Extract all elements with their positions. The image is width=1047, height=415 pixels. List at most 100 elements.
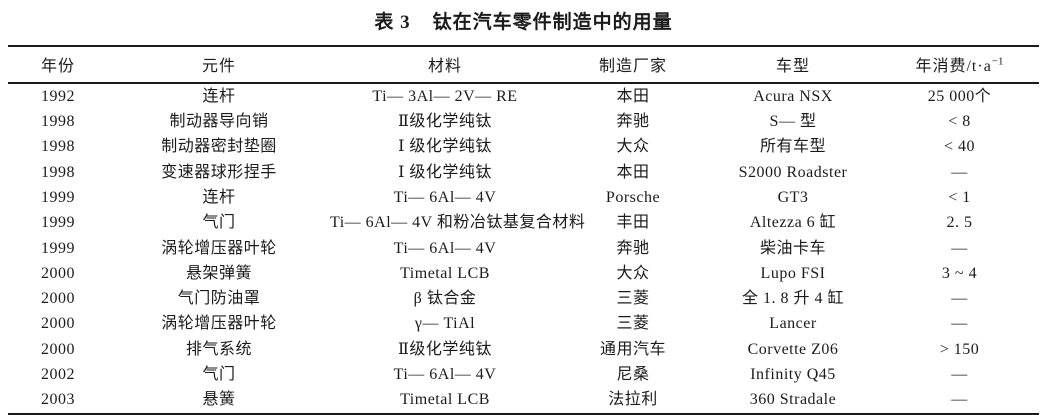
cell-model: Acura NSX (753, 87, 833, 105)
data-table: 年份 元件 材料 制造厂家 车型 年消费/t·a−1 1992 连杆 Ti— 3… (8, 45, 1039, 415)
cell-model: 全 1. 8 升 4 缸 (741, 290, 844, 308)
table-title: 表 3 钛在汽车零件制造中的用量 (0, 0, 1047, 34)
table-row: 2000 排气系统 Ⅱ级化学纯钛 通用汽车 Corvette Z06 > 150 (8, 337, 1039, 362)
cell-consumption: > 150 (939, 340, 980, 358)
cell-year: 2000 (41, 290, 75, 308)
cell-material: γ— TiAl (414, 315, 476, 333)
cell-consumption: — (951, 315, 968, 333)
cell-component: 气门 (202, 365, 236, 383)
cell-model: Infinity Q45 (750, 365, 836, 383)
cell-material: Ti— 6Al— 4V (393, 239, 497, 257)
col-header-consumption: 年消费/t·a−1 (880, 46, 1039, 83)
cell-component: 气门 (202, 214, 236, 232)
cell-model: Altezza 6 缸 (749, 214, 837, 232)
cell-model: Lancer (769, 315, 817, 333)
cell-manufacturer: 本田 (616, 87, 650, 105)
cell-component: 悬架弹簧 (185, 264, 252, 282)
cell-manufacturer: 尼桑 (616, 365, 650, 383)
cell-year: 2003 (41, 391, 75, 409)
cell-component: 排气系统 (185, 340, 252, 358)
cell-consumption: 3 ~ 4 (941, 264, 978, 282)
table-row: 1992 连杆 Ti— 3Al— 2V— RE 本田 Acura NSX 25 … (8, 83, 1039, 109)
cell-material: Ti— 3Al— 2V— RE (372, 87, 518, 105)
consumption-unit-text: 年消费/t·a (915, 58, 992, 75)
cell-component: 涡轮增压器叶轮 (161, 315, 277, 333)
col-header-model: 车型 (775, 58, 810, 75)
cell-material: β 钛合金 (413, 290, 477, 308)
col-header-material: 材料 (427, 58, 462, 75)
cell-model: Corvette Z06 (747, 340, 839, 358)
cell-material: Timetal LCB (400, 391, 490, 409)
table-row: 2000 气门防油罩 β 钛合金 三菱 全 1. 8 升 4 缸 — (8, 286, 1039, 311)
cell-component: 涡轮增压器叶轮 (161, 239, 277, 257)
cell-consumption: — (951, 365, 968, 383)
table-row: 2000 涡轮增压器叶轮 γ— TiAl 三菱 Lancer — (8, 312, 1039, 337)
cell-consumption: — (951, 391, 968, 409)
cell-year: 1992 (41, 87, 75, 105)
cell-manufacturer: 三菱 (616, 290, 650, 308)
cell-component: 制动器导向销 (169, 113, 269, 131)
table-row: 2003 悬簧 Timetal LCB 法拉利 360 Stradale — (8, 387, 1039, 414)
cell-consumption: — (951, 239, 968, 257)
cell-consumption: < 1 (948, 189, 971, 207)
cell-component: 变速器球形捏手 (161, 163, 277, 181)
table-row: 1998 制动器导向销 Ⅱ级化学纯钛 奔驰 S— 型 < 8 (8, 109, 1039, 134)
cell-year: 1999 (41, 239, 75, 257)
cell-material: Ⅱ级化学纯钛 (398, 340, 492, 358)
table-row: 2000 悬架弹簧 Timetal LCB 大众 Lupo FSI 3 ~ 4 (8, 261, 1039, 286)
cell-year: 2000 (41, 264, 75, 282)
cell-year: 1999 (41, 214, 75, 232)
cell-manufacturer: 三菱 (616, 315, 650, 333)
cell-model: 所有车型 (759, 138, 826, 156)
cell-consumption: < 40 (943, 138, 976, 156)
cell-material: Ti— 6Al— 4V (393, 189, 497, 207)
table-row: 2002 气门 Ti— 6Al— 4V 尼桑 Infinity Q45 — (8, 362, 1039, 387)
cell-consumption: — (951, 290, 968, 308)
table-number: 表 3 (374, 12, 411, 33)
col-header-year: 年份 (40, 58, 75, 75)
cell-year: 2000 (41, 315, 75, 333)
table-row: 1999 气门 Ti— 6Al— 4V 和粉冶钛基复合材料 丰田 Altezza… (8, 210, 1039, 235)
cell-manufacturer: Porsche (605, 189, 661, 207)
cell-component: 悬簧 (202, 391, 236, 409)
cell-material: Ⅰ 级化学纯钛 (398, 138, 492, 156)
cell-consumption: 25 000个 (927, 87, 992, 105)
cell-component: 制动器密封垫圈 (161, 138, 277, 156)
consumption-unit-exponent: −1 (991, 55, 1004, 68)
table-caption: 钛在汽车零件制造中的用量 (432, 12, 673, 33)
col-header-component: 元件 (201, 58, 236, 75)
table-row: 1998 制动器密封垫圈 Ⅰ 级化学纯钛 大众 所有车型 < 40 (8, 135, 1039, 160)
cell-manufacturer: 奔驰 (616, 113, 650, 131)
cell-manufacturer: 大众 (616, 138, 650, 156)
table-row: 1999 涡轮增压器叶轮 Ti— 6Al— 4V 奔驰 柴油卡车 — (8, 236, 1039, 261)
cell-consumption: — (951, 163, 968, 181)
cell-material: Ⅱ级化学纯钛 (398, 113, 492, 131)
cell-model: GT3 (777, 189, 809, 207)
cell-model: 360 Stradale (749, 391, 837, 409)
cell-year: 1998 (41, 113, 75, 131)
cell-manufacturer: 通用汽车 (599, 340, 666, 358)
cell-material: Ti— 6Al— 4V (393, 365, 497, 383)
cell-component: 气门防油罩 (177, 290, 261, 308)
cell-consumption: < 8 (948, 113, 971, 131)
cell-material: Timetal LCB (400, 264, 490, 282)
cell-manufacturer: 奔驰 (616, 239, 650, 257)
cell-year: 1998 (41, 138, 75, 156)
table-row: 1999 连杆 Ti— 6Al— 4V Porsche GT3 < 1 (8, 185, 1039, 210)
cell-model: Lupo FSI (760, 264, 826, 282)
cell-consumption: 2. 5 (946, 214, 973, 232)
cell-year: 2000 (41, 340, 75, 358)
cell-model: S2000 Roadster (738, 163, 848, 181)
cell-component: 连杆 (202, 189, 236, 207)
cell-manufacturer: 本田 (616, 163, 650, 181)
cell-year: 1998 (41, 163, 75, 181)
cell-manufacturer: 丰田 (616, 214, 650, 232)
cell-model: S— 型 (769, 113, 817, 131)
cell-material: Ti— 6Al— 4V 和粉冶钛基复合材料 (330, 214, 586, 232)
cell-manufacturer: 法拉利 (608, 391, 658, 409)
col-header-manufacturer: 制造厂家 (598, 58, 667, 75)
cell-model: 柴油卡车 (759, 239, 826, 257)
cell-component: 连杆 (202, 87, 236, 105)
cell-manufacturer: 大众 (616, 264, 650, 282)
